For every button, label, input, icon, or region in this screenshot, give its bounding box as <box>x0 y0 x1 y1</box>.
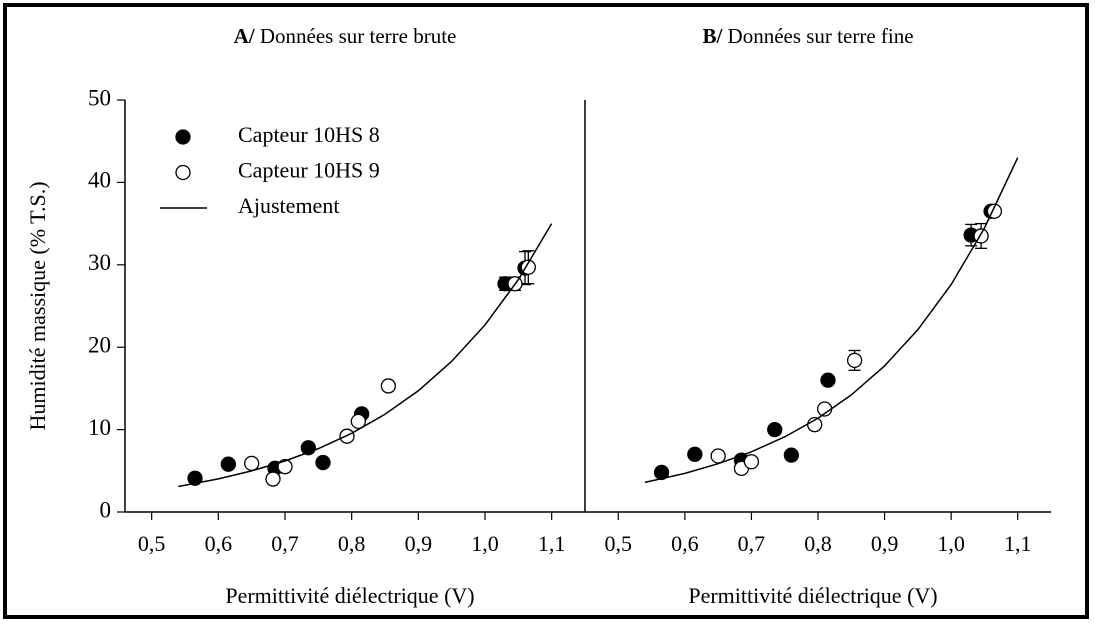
legend-label: Capteur 10HS 8 <box>238 122 380 147</box>
point <box>846 352 863 369</box>
point <box>520 259 536 275</box>
point <box>710 448 726 464</box>
x-tick-label: 0,6 <box>205 531 233 556</box>
point <box>277 459 293 475</box>
y-tick-label: 30 <box>88 250 111 275</box>
panel-title-text: Données sur terre brute <box>260 24 457 48</box>
point <box>187 470 203 486</box>
x-tick-label: 0,5 <box>138 531 166 556</box>
x-tick-label: 0,7 <box>271 531 299 556</box>
point <box>767 421 783 438</box>
x-tick-label: 1,1 <box>538 531 566 556</box>
y-tick-label: 0 <box>100 497 112 522</box>
panel-title: B/ Données sur terre fine <box>702 24 913 48</box>
x-tick-label: 0,9 <box>405 531 433 556</box>
x-tick-label: 1,0 <box>937 531 965 556</box>
legend-label: Capteur 10HS 9 <box>238 158 380 183</box>
legend-label: Ajustement <box>238 193 339 218</box>
panel-title-text: Données sur terre fine <box>728 24 914 48</box>
y-tick-label: 40 <box>88 168 111 193</box>
x-tick-label: 0,7 <box>738 531 766 556</box>
x-tick-label: 0,9 <box>871 531 899 556</box>
point <box>653 464 670 481</box>
x-axis-label: Permittivité diélectrique (V) <box>688 583 937 608</box>
point <box>783 447 800 463</box>
x-tick-label: 1,1 <box>1004 531 1032 556</box>
point <box>380 378 396 394</box>
y-tick-label: 10 <box>88 415 111 440</box>
point <box>820 372 836 388</box>
fit-line <box>178 223 553 488</box>
x-tick-label: 1,0 <box>471 531 499 556</box>
x-tick-label: 0,6 <box>671 531 699 556</box>
point <box>743 454 760 470</box>
x-tick-label: 0,5 <box>605 531 633 556</box>
frame <box>3 3 1089 619</box>
y-axis-label: Humidité massique (% T.S.) <box>25 181 50 430</box>
x-axis-label: Permittivité diélectrique (V) <box>225 583 474 608</box>
point <box>220 456 236 472</box>
panel-letter: A/ <box>234 24 256 48</box>
point <box>687 446 703 462</box>
fit-line <box>644 157 1019 484</box>
legend-marker <box>175 164 191 181</box>
panel-letter: B/ <box>702 24 723 48</box>
point <box>315 454 331 471</box>
x-tick-label: 0,8 <box>804 531 832 556</box>
legend-marker <box>175 129 191 145</box>
y-tick-label: 50 <box>88 85 111 110</box>
point <box>265 471 281 487</box>
y-tick-label: 20 <box>88 332 111 357</box>
point <box>350 413 366 430</box>
point <box>244 455 260 472</box>
x-tick-label: 0,8 <box>338 531 366 556</box>
panel-title: A/ Données sur terre brute <box>234 24 457 48</box>
